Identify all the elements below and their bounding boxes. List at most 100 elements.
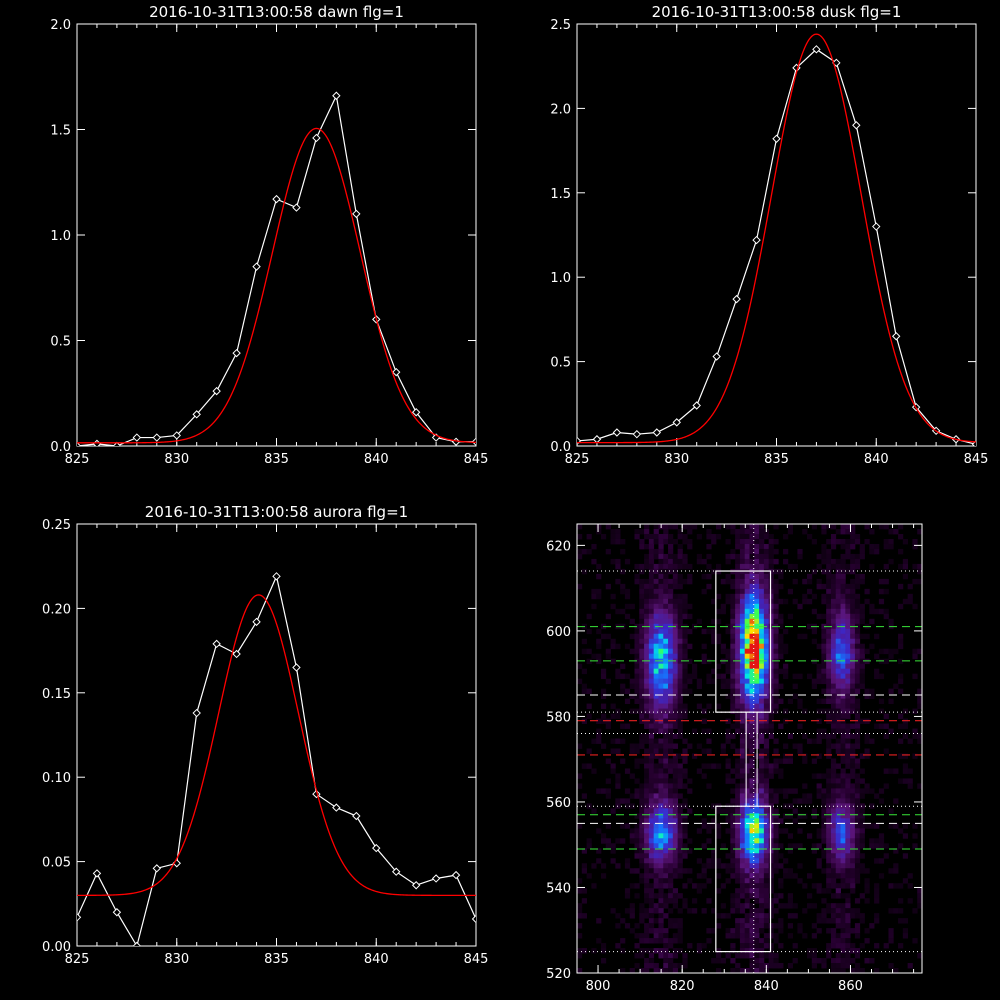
heatmap-cell [739,788,746,794]
heatmap-cell [768,673,774,680]
heatmap-cell [744,968,750,974]
heatmap-cell [874,668,880,675]
heatmap-cell [577,948,583,954]
heatmap-cell [577,968,583,974]
data-point [232,348,241,358]
heatmap-cell [682,958,688,964]
heatmap-cell [754,828,760,834]
heatmap-cell [653,778,659,784]
heatmap-cell [744,828,750,834]
heatmap-cell [759,888,765,894]
heatmap-cell [830,818,837,824]
data-point [352,209,361,219]
heatmap-cell [668,808,674,814]
heatmap-cell [845,593,851,600]
heatmap-cell [802,528,808,535]
heatmap-cell [749,753,755,759]
heatmap-cell [826,733,832,739]
heatmap-cell [773,628,779,635]
heatmap-cell [596,858,602,864]
heatmap-cell [687,943,693,949]
heatmap-cell [687,543,693,550]
heatmap-cell [859,633,865,640]
heatmap-cell [864,958,870,964]
heatmap-cell [644,828,650,834]
heatmap-cell [773,618,779,625]
heatmap-cell [663,628,669,635]
heatmap-cell [668,548,674,555]
heatmap-cell [668,688,674,695]
heatmap-cell [783,643,789,650]
heatmap-cell [773,673,779,680]
heatmap-cell [648,863,655,869]
heatmap-cell [840,618,846,625]
heatmap-cell [763,703,770,709]
heatmap-cell [830,673,837,680]
heatmap-cell [730,943,736,949]
heatmap-cell [739,828,746,834]
heatmap-cell [739,613,746,620]
heatmap-cell [845,753,851,759]
heatmap-cell [830,628,837,635]
heatmap-cell [835,653,841,660]
heatmap-cell [730,693,736,700]
heatmap-cell [845,668,851,675]
heatmap-cell [878,578,885,585]
heatmap-cell [639,828,645,834]
heatmap-cell [715,638,722,645]
heatmap-cell [816,728,822,734]
heatmap-cell [672,563,679,570]
heatmap-cell [663,733,669,739]
heatmap-cell [840,668,846,675]
heatmap-cell [874,888,880,894]
heatmap-cell [854,763,861,769]
heatmap-cell [830,524,837,530]
heatmap-cell [854,818,861,824]
heatmap-cell [730,838,736,844]
heatmap-cell [701,873,707,879]
heatmap-cell [653,638,659,645]
heatmap-cell [672,948,679,954]
heatmap-cell [759,703,765,709]
heatmap-cell [869,548,875,555]
heatmap-cell [854,863,861,869]
heatmap-cell [768,888,774,894]
heatmap-cell [826,713,832,719]
heatmap-cell [826,738,832,744]
heatmap-cell [883,543,889,550]
heatmap-cell [754,613,760,620]
heatmap-cell [768,848,774,854]
y-tick-label: 0.10 [42,771,71,786]
heatmap-cell [854,743,861,749]
heatmap-cell [744,638,750,645]
heatmap-cell [682,828,688,834]
heatmap-cell [615,923,621,929]
heatmap-cell [600,693,607,700]
heatmap-cell [749,888,755,894]
heatmap-cell [648,618,655,625]
heatmap-cell [677,673,683,680]
heatmap-cell [864,888,870,894]
heatmap-cell [687,613,693,620]
heatmap-cell [768,683,774,690]
heatmap-cell [850,528,856,535]
heatmap-cell [830,903,837,909]
heatmap-cell [577,678,583,685]
heatmap-cell [615,778,621,784]
heatmap-cell [845,863,851,869]
heatmap-cell [835,908,841,914]
heatmap-cell [668,613,674,620]
heatmap-cell [668,743,674,749]
heatmap-cell [821,668,827,675]
heatmap-cell [912,728,918,734]
heatmap-cell [577,888,583,894]
heatmap-cell [692,673,698,680]
y-tick-label: 0.5 [550,356,571,371]
heatmap-cell [807,533,813,540]
heatmap-cell [644,863,650,869]
heatmap-cell [725,738,731,744]
heatmap-cell [615,538,621,545]
heatmap-cell [653,738,659,744]
heatmap-cell [759,848,765,854]
heatmap-cell [859,838,865,844]
